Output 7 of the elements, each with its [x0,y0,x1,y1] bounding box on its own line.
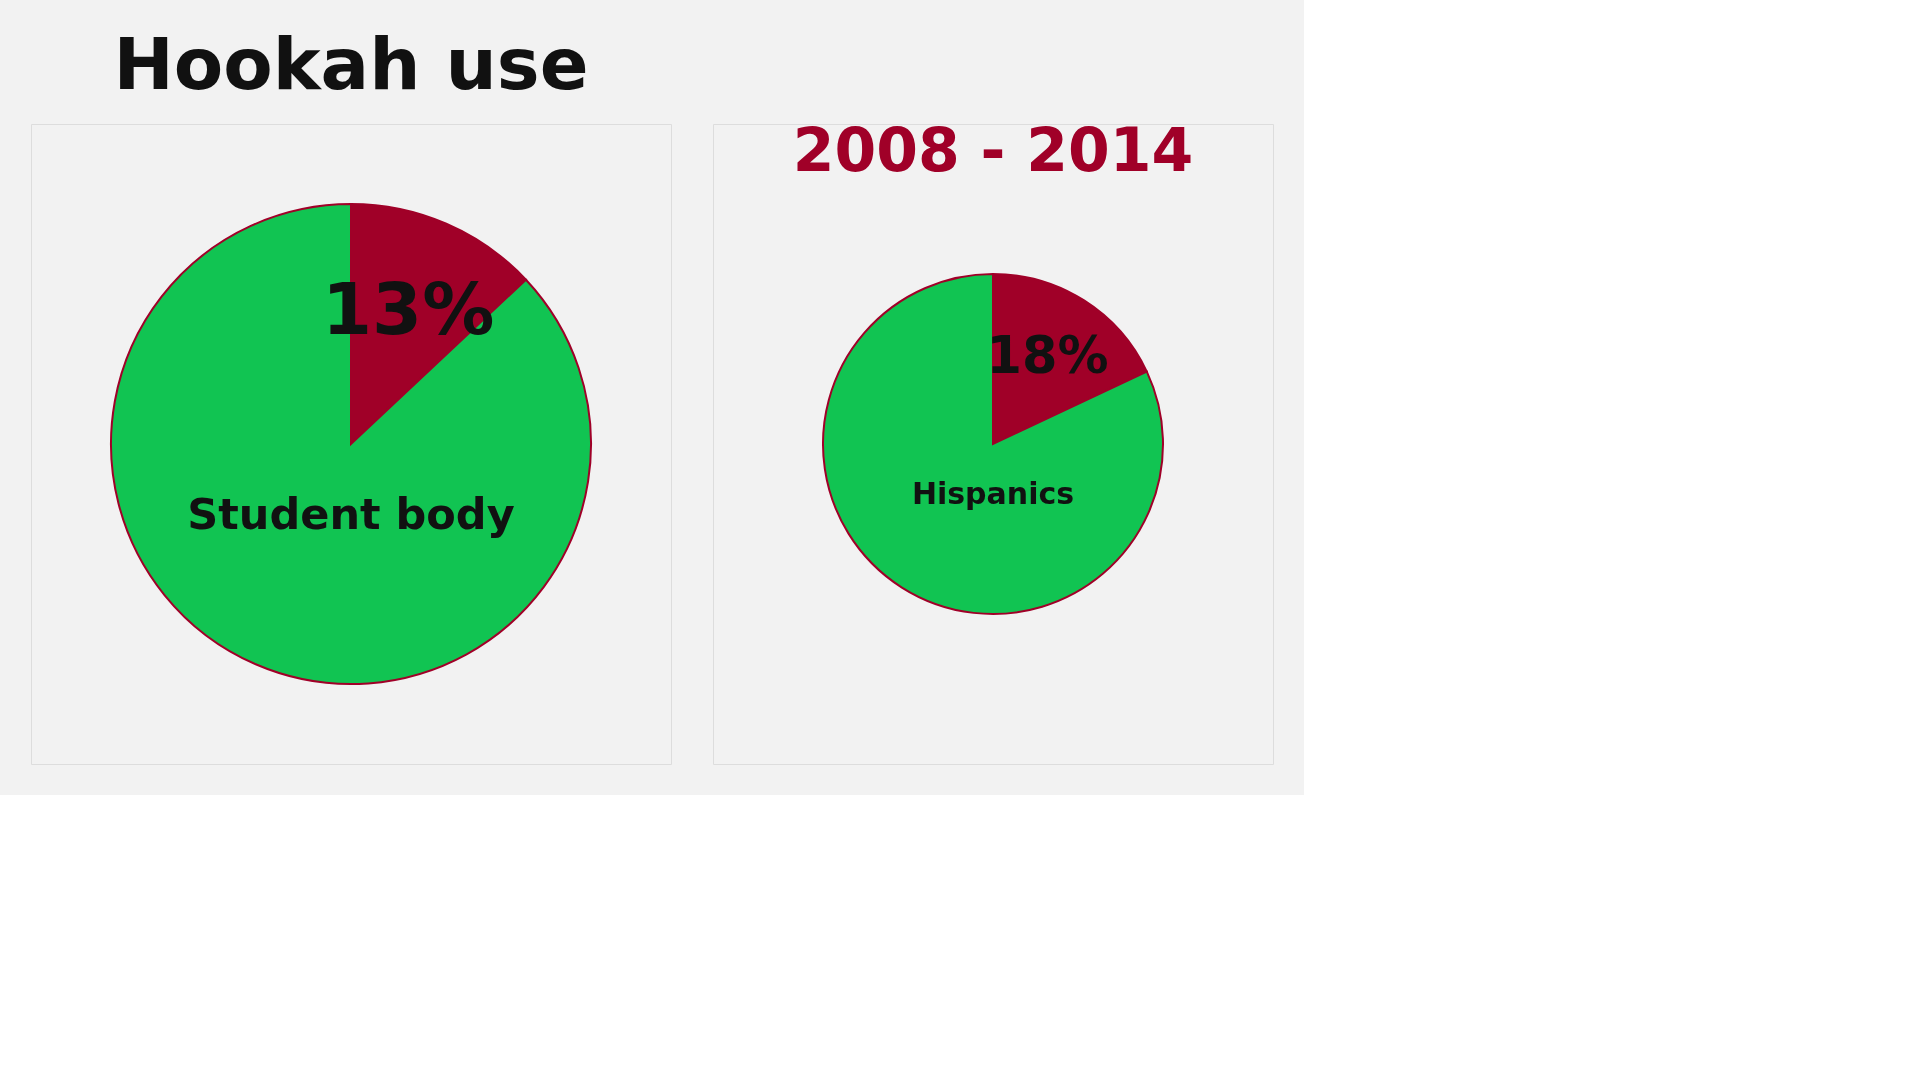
chart-title: 2008 - 2014 [792,115,1194,185]
text: Student body [187,489,515,539]
text: Hispanics [911,476,1075,511]
pie-slice [110,203,592,685]
pie-slice [822,273,1164,615]
data-label: 18% [986,325,1109,385]
chart-title: Hookah use [113,22,589,106]
